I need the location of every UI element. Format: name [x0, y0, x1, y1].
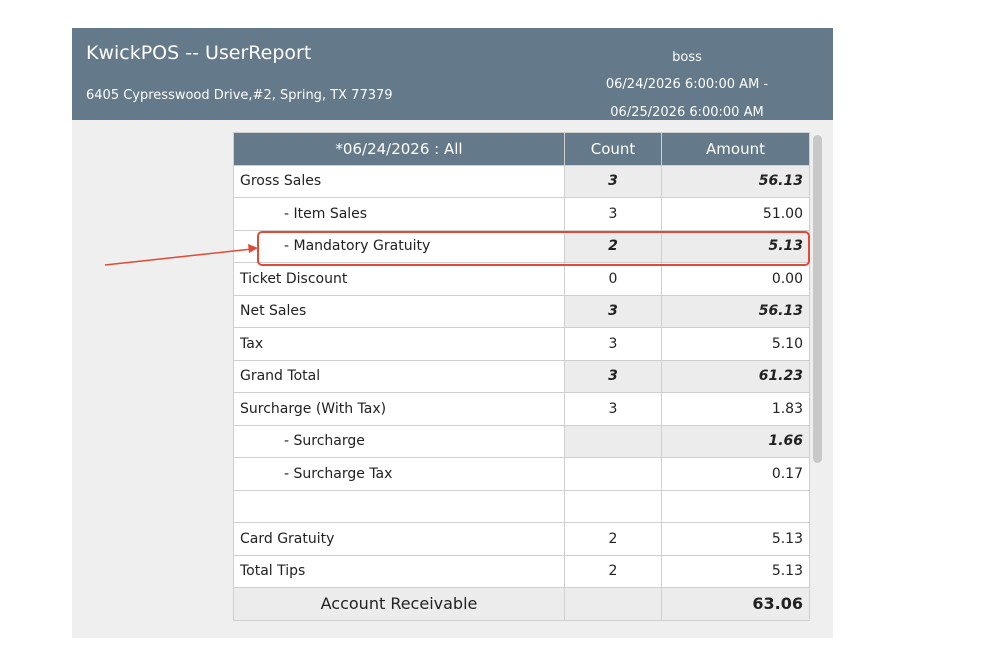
col-header: *06/24/2026 : All	[233, 132, 565, 166]
row-label: Account Receivable	[233, 587, 565, 621]
count	[564, 424, 662, 458]
row-label: Surcharge (With Tax)	[233, 392, 565, 426]
scrollbar[interactable]	[813, 135, 822, 463]
amount: 56.13	[661, 294, 810, 328]
table-row: Grand Total 3 61.23	[233, 359, 810, 393]
col-header: Amount	[661, 132, 810, 166]
amount: 51.00	[661, 197, 810, 231]
user: boss	[672, 50, 702, 65]
cell	[661, 489, 810, 523]
table-row: - Surcharge 1.66	[233, 424, 810, 458]
amount: 63.06	[661, 587, 810, 621]
report-panel: *06/24/2026 : All Count Amount Gross Sales…	[72, 120, 833, 638]
table-row: Surcharge (With Tax) 3 1.83	[233, 392, 810, 426]
cell	[233, 489, 565, 523]
table-row: - Mandatory Gratuity 2 5.13	[233, 229, 810, 263]
table-row: Ticket Discount 0 0.00	[233, 262, 810, 296]
row-label: Grand Total	[233, 359, 565, 393]
count: 3	[564, 327, 662, 361]
count: 3	[564, 392, 662, 426]
count: 2	[564, 554, 662, 588]
row-label: - Mandatory Gratuity	[233, 229, 565, 263]
cell	[564, 489, 662, 523]
row-label: Card Gratuity	[233, 522, 565, 556]
date-from: 06/24/2026 6:00:00 AM -	[605, 77, 769, 92]
table-row: Gross Sales 3 56.13	[233, 164, 810, 198]
row-label: Gross Sales	[233, 164, 565, 198]
amount: 0.00	[661, 262, 810, 296]
amount: 5.13	[661, 229, 810, 263]
table-row: Tax 3 5.10	[233, 327, 810, 361]
row-label: Tax	[233, 327, 565, 361]
amount: 5.10	[661, 327, 810, 361]
amount: 0.17	[661, 457, 810, 491]
amount: 5.13	[661, 522, 810, 556]
table-row: - Surcharge Tax 0.17	[233, 457, 810, 491]
amount: 61.23	[661, 359, 810, 393]
row-label: Total Tips	[233, 554, 565, 588]
table-row: - Item Sales 3 51.00	[233, 197, 810, 231]
row-label: Net Sales	[233, 294, 565, 328]
count	[564, 587, 662, 621]
row-label: - Surcharge Tax	[233, 457, 565, 491]
row-label: - Item Sales	[233, 197, 565, 231]
count: 3	[564, 359, 662, 393]
report-header: KwickPOS -- UserReport 6405 Cypresswood …	[72, 28, 833, 120]
table-row: Account Receivable 63.06	[233, 587, 810, 621]
count: 2	[564, 229, 662, 263]
col-header: Count	[564, 132, 662, 166]
amount: 1.66	[661, 424, 810, 458]
count: 3	[564, 294, 662, 328]
count	[564, 457, 662, 491]
address: 6405 Cypresswood Drive,#2, Spring, TX 77…	[86, 88, 393, 103]
empty-row	[233, 489, 810, 523]
table-row: Card Gratuity 2 5.13	[233, 522, 810, 556]
row-label: Ticket Discount	[233, 262, 565, 296]
amount: 1.83	[661, 392, 810, 426]
count: 0	[564, 262, 662, 296]
row-label: - Surcharge	[233, 424, 565, 458]
table-row: Net Sales 3 56.13	[233, 294, 810, 328]
count: 2	[564, 522, 662, 556]
date-to: 06/25/2026 6:00:00 AM	[610, 105, 764, 120]
count: 3	[564, 164, 662, 198]
amount: 56.13	[661, 164, 810, 198]
title: KwickPOS -- UserReport	[86, 42, 312, 64]
report-table: *06/24/2026 : All Count Amount Gross Sales…	[233, 132, 810, 621]
count: 3	[564, 197, 662, 231]
amount: 5.13	[661, 554, 810, 588]
table-row: Total Tips 2 5.13	[233, 554, 810, 588]
